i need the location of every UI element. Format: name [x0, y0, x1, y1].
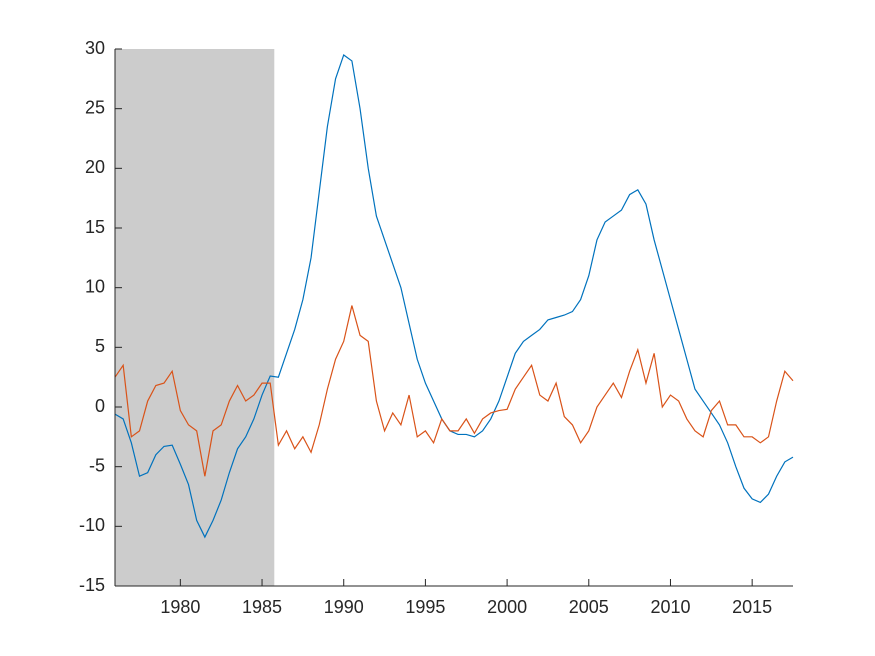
x-tick-label: 1990	[324, 597, 364, 617]
data-line	[114, 54, 794, 539]
y-tick-label: 5	[95, 336, 105, 356]
y-tick-label: 20	[85, 157, 105, 177]
x-tick-label: 2005	[569, 597, 609, 617]
y-tick-label: -5	[89, 455, 105, 475]
y-tick-label: 15	[85, 217, 105, 237]
x-tick-label: 2010	[650, 597, 690, 617]
data-line	[114, 305, 794, 477]
y-tick-label: -15	[79, 575, 105, 595]
y-tick-label: -10	[79, 515, 105, 535]
x-tick-label: 1980	[160, 597, 200, 617]
y-tick-label: 30	[85, 38, 105, 58]
x-tick-label: 2015	[732, 597, 772, 617]
x-tick-label: 1995	[405, 597, 445, 617]
y-tick-label: 10	[85, 276, 105, 296]
shaded-region	[115, 49, 275, 586]
x-tick-label: 1985	[242, 597, 282, 617]
x-tick-label: 2000	[487, 597, 527, 617]
y-tick-label: 0	[95, 396, 105, 416]
y-tick-label: 25	[85, 97, 105, 117]
